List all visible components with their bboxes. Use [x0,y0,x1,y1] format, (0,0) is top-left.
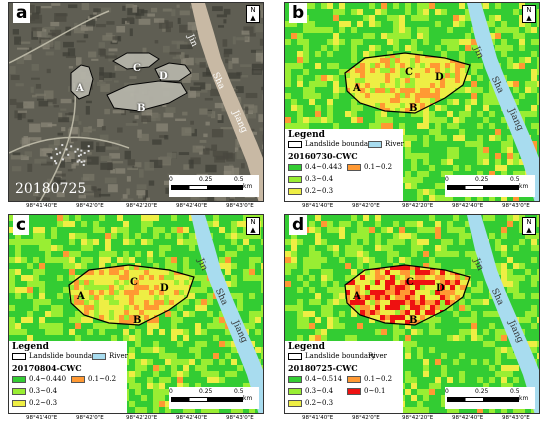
longitude-tick: 98°41'40"E [302,415,334,421]
panel-label: c [13,215,30,235]
site-label-a: A [353,291,361,302]
panel-c: c N ▲ A B C D Jin Sha Jiang Legend Landsl… [8,214,264,414]
north-arrow: N ▲ [246,217,260,235]
north-arrow: N ▲ [522,217,536,235]
site-label-c: C [405,67,413,78]
legend: Legend Landslide boundary River 20180725… [285,341,403,413]
longitude-tick: 98°41'40"E [26,203,58,209]
longitude-tick: 98°42'0"E [76,415,104,421]
scale-bar: 0 0.25 0.5 km [169,175,259,197]
longitude-tick: 98°43'0"E [226,203,254,209]
panel-b: b N ▲ A B C D Jin Sha Jiang Legend Landsl… [284,2,540,202]
panel-label: b [289,3,308,23]
site-label-b: B [137,103,146,114]
site-label-d: D [436,283,445,294]
panel-label: a [13,3,31,23]
image-date: 20180725 [15,181,87,197]
longitude-tick: 98°42'0"E [352,415,380,421]
satellite-image [9,3,263,201]
site-label-a: A [353,83,361,94]
longitude-tick: 98°43'0"E [502,203,530,209]
site-label-b: B [409,103,418,114]
site-label-b: B [133,315,142,326]
legend: Legend Landslide boundary River 20170804… [9,341,128,413]
longitude-tick: 98°41'40"E [302,203,334,209]
panel-a: a N ▲ A B C D Jin Sha Jiang 20180725 0 0.2… [8,2,264,202]
longitude-tick: 98°42'40"E [176,203,208,209]
longitude-tick: 98°42'40"E [176,415,208,421]
scale-bar: 0 0.25 0.5 km [445,387,535,409]
longitude-tick: 98°43'0"E [502,415,530,421]
site-label-d: D [159,71,168,82]
site-label-c: C [406,277,414,288]
site-label-a: A [76,83,84,94]
longitude-tick: 98°42'40"E [452,415,484,421]
longitude-tick: 98°42'40"E [452,203,484,209]
longitude-tick: 98°41'40"E [26,415,58,421]
longitude-tick: 98°42'20"E [402,203,434,209]
panel-d: d N ▲ A B C D Jin Sha Jiang Legend Landsl… [284,214,540,414]
cwc-map [9,215,263,413]
site-label-c: C [133,63,141,74]
north-arrow: N ▲ [522,5,536,23]
longitude-tick: 98°42'0"E [352,203,380,209]
panel-label: d [289,215,308,235]
scale-bar: 0 0.25 0.5 km [169,387,259,409]
longitude-tick: 98°43'0"E [226,415,254,421]
longitude-tick: 98°42'20"E [402,415,434,421]
site-label-d: D [435,72,444,83]
site-label-a: A [77,291,85,302]
site-label-b: B [409,315,418,326]
longitude-tick: 98°42'20"E [126,203,158,209]
longitude-tick: 98°42'0"E [76,203,104,209]
legend: Legend Landslide boundary River 20160730… [285,129,404,201]
longitude-tick: 98°42'20"E [126,415,158,421]
site-label-c: C [130,277,138,288]
north-arrow: N ▲ [246,5,260,23]
site-label-d: D [160,283,169,294]
scale-bar: 0 0.25 0.5 km [445,175,535,197]
